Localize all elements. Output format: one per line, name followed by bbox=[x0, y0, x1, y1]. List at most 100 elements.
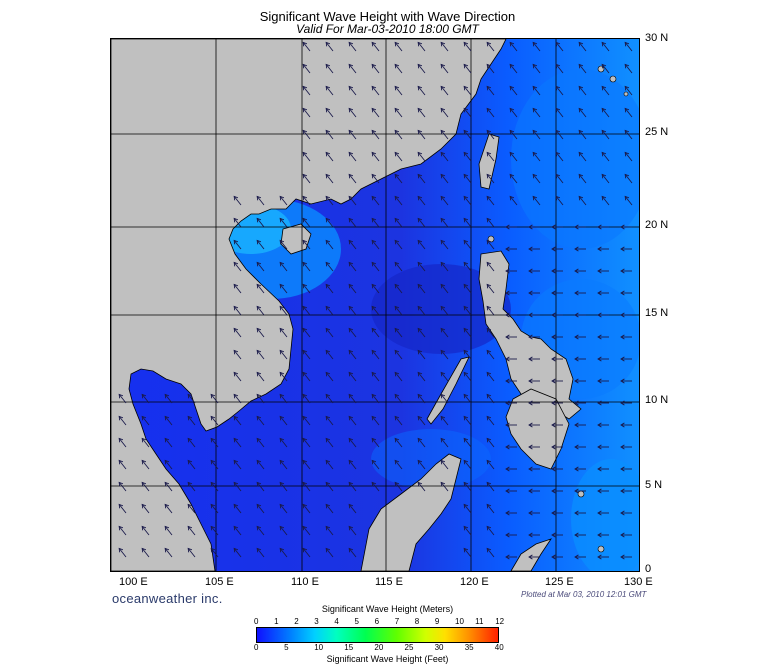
wave-arrow-head bbox=[371, 85, 377, 91]
wave-arrow bbox=[325, 108, 334, 118]
wave-arrow-head bbox=[233, 195, 239, 201]
wave-arrow-head bbox=[279, 195, 285, 201]
wave-arrow-head bbox=[532, 41, 538, 47]
wave-arrow bbox=[486, 218, 495, 228]
wave-direction-arrows bbox=[118, 41, 633, 560]
wave-arrow bbox=[417, 416, 426, 426]
wave-arrow bbox=[279, 482, 288, 492]
wave-arrow bbox=[210, 460, 219, 470]
wave-arrow-head bbox=[505, 312, 510, 318]
wave-arrow-head bbox=[505, 224, 510, 230]
wave-arrow-head bbox=[417, 481, 423, 487]
wave-arrow-head bbox=[279, 239, 285, 245]
legend-meters-tick: 11 bbox=[475, 617, 484, 626]
wave-arrow-head bbox=[532, 63, 538, 69]
wave-arrow bbox=[348, 504, 357, 514]
wave-arrow-head bbox=[164, 415, 170, 421]
wave-arrow bbox=[417, 460, 426, 470]
wave-arrow-head bbox=[528, 488, 533, 494]
wave-arrow bbox=[348, 482, 357, 492]
wave-arrow-head bbox=[302, 195, 308, 201]
wave-arrow bbox=[325, 504, 334, 514]
wave-arrow-head bbox=[325, 393, 331, 399]
wave-arrow-head bbox=[141, 481, 147, 487]
wave-arrow bbox=[601, 130, 610, 140]
wave-arrow bbox=[210, 394, 219, 404]
wave-arrow bbox=[302, 196, 311, 206]
legend-meters-tick: 8 bbox=[414, 617, 420, 626]
wave-arrow-head bbox=[417, 415, 423, 421]
wave-arrow bbox=[371, 328, 380, 338]
wave-arrow-head bbox=[528, 334, 533, 340]
wave-arrow-head bbox=[325, 107, 331, 113]
wave-arrow-head bbox=[325, 41, 331, 47]
wave-arrow bbox=[325, 64, 334, 74]
wave-arrow-head bbox=[463, 393, 469, 399]
wave-arrow-head bbox=[528, 554, 533, 560]
wave-arrow-head bbox=[371, 393, 377, 399]
wave-arrow-head bbox=[348, 217, 354, 223]
legend-meters-tick: 12 bbox=[495, 617, 505, 626]
wave-arrow-head bbox=[302, 63, 308, 69]
wave-arrow-head bbox=[601, 129, 607, 135]
wave-arrow-head bbox=[555, 107, 561, 113]
wave-arrow bbox=[325, 328, 334, 338]
wave-arrow-head bbox=[620, 378, 625, 384]
wave-arrow-head bbox=[620, 554, 625, 560]
wave-arrow-head bbox=[210, 415, 216, 421]
wave-arrow-head bbox=[555, 41, 561, 47]
wave-arrow-head bbox=[394, 393, 400, 399]
wave-arrow bbox=[417, 218, 426, 228]
wave-arrow-head bbox=[302, 327, 308, 333]
wave-arrow bbox=[118, 548, 127, 558]
wave-arrow bbox=[118, 438, 127, 448]
wave-arrow bbox=[486, 284, 495, 294]
wave-arrow bbox=[440, 240, 449, 250]
wave-arrow bbox=[463, 306, 472, 316]
wave-arrow-head bbox=[279, 349, 285, 355]
wave-patch-mid bbox=[371, 429, 491, 489]
wave-arrow-head bbox=[302, 283, 308, 289]
wave-arrow-head bbox=[551, 224, 556, 230]
wave-arrow-head bbox=[210, 525, 216, 531]
wave-arrow bbox=[394, 262, 403, 272]
wave-arrow bbox=[486, 548, 495, 558]
wave-arrow-head bbox=[486, 63, 492, 69]
wave-arrow-head bbox=[233, 393, 239, 399]
wave-arrow bbox=[394, 218, 403, 228]
wave-arrow-head bbox=[509, 151, 515, 157]
wave-arrow-head bbox=[164, 393, 170, 399]
wave-arrow-head bbox=[620, 422, 625, 428]
wave-arrow bbox=[486, 328, 495, 338]
wave-arrow bbox=[555, 152, 564, 162]
wave-arrow bbox=[233, 284, 242, 294]
wave-arrow bbox=[509, 108, 518, 118]
wave-arrow-head bbox=[371, 239, 377, 245]
wave-arrow bbox=[371, 394, 380, 404]
wave-arrow-head bbox=[578, 129, 584, 135]
wave-arrow bbox=[463, 372, 472, 382]
wave-arrow-head bbox=[620, 466, 625, 472]
wave-arrow-head bbox=[348, 173, 354, 179]
wave-arrow bbox=[440, 328, 449, 338]
wave-arrow bbox=[256, 372, 265, 382]
wave-arrow bbox=[371, 416, 380, 426]
wave-arrow-head bbox=[325, 547, 331, 553]
wave-arrow bbox=[118, 526, 127, 536]
wave-arrow bbox=[302, 460, 311, 470]
wave-arrow-head bbox=[417, 327, 423, 333]
wave-arrow bbox=[302, 372, 311, 382]
wave-arrow bbox=[118, 460, 127, 470]
wave-arrow bbox=[463, 548, 472, 558]
wave-arrow-head bbox=[505, 356, 510, 362]
wave-arrow-head bbox=[578, 85, 584, 91]
legend-meters-title: Significant Wave Height (Meters) bbox=[321, 604, 454, 614]
wave-arrow-head bbox=[210, 459, 216, 465]
wave-arrow-head bbox=[574, 466, 579, 472]
plotted-timestamp: Plotted at Mar 03, 2010 12:01 GMT bbox=[521, 590, 647, 599]
wave-arrow bbox=[325, 416, 334, 426]
wave-arrow-head bbox=[302, 239, 308, 245]
wave-arrow bbox=[463, 350, 472, 360]
wave-arrow bbox=[486, 42, 495, 52]
wave-arrow bbox=[233, 526, 242, 536]
